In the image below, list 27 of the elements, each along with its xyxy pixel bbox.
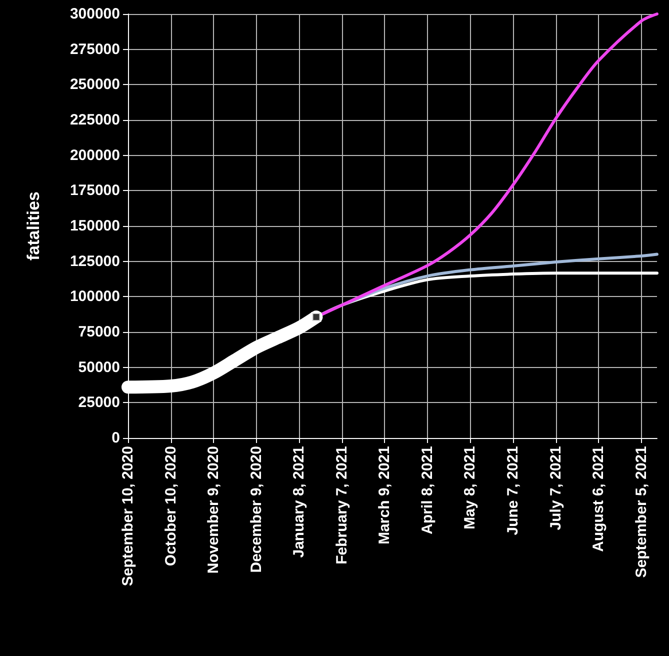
x-tick-label: September 10, 2020 — [120, 446, 136, 586]
y-tick-label: 50000 — [78, 358, 120, 376]
x-tick-label: December 9, 2020 — [248, 446, 265, 573]
x-tick-label: June 7, 2021 — [504, 446, 522, 536]
y-tick-label: 0 — [112, 430, 120, 446]
y-tick-label: 100000 — [70, 288, 120, 306]
y-tick-label: 275000 — [70, 40, 120, 58]
x-tick-label: August 6, 2021 — [590, 446, 608, 552]
y-tick-label: 25000 — [78, 394, 120, 412]
y-tick-label: 300000 — [70, 6, 120, 22]
x-tick-label: September 5, 2021 — [632, 446, 650, 578]
x-tick-label: November 9, 2020 — [205, 446, 222, 574]
x-tick-label: April 8, 2021 — [418, 446, 436, 534]
x-tick-label: March 9, 2021 — [376, 446, 394, 544]
x-tick-label: October 10, 2020 — [162, 446, 180, 566]
y-tick-label: 225000 — [70, 112, 120, 128]
y-tick-label: 250000 — [70, 76, 120, 94]
x-tick-label: January 8, 2021 — [290, 446, 308, 558]
y-tick-label: 150000 — [70, 218, 120, 234]
y-tick-label: 125000 — [70, 252, 120, 270]
x-tick-label: February 7, 2021 — [333, 446, 350, 564]
x-tick-label: July 7, 2021 — [547, 446, 564, 530]
y-tick-label: 75000 — [78, 324, 120, 340]
x-tick-label: May 8, 2021 — [462, 446, 479, 530]
y-tick-label: 200000 — [70, 146, 120, 164]
y-tick-label: 175000 — [70, 182, 120, 200]
y-axis-title: fatalities — [24, 192, 43, 260]
